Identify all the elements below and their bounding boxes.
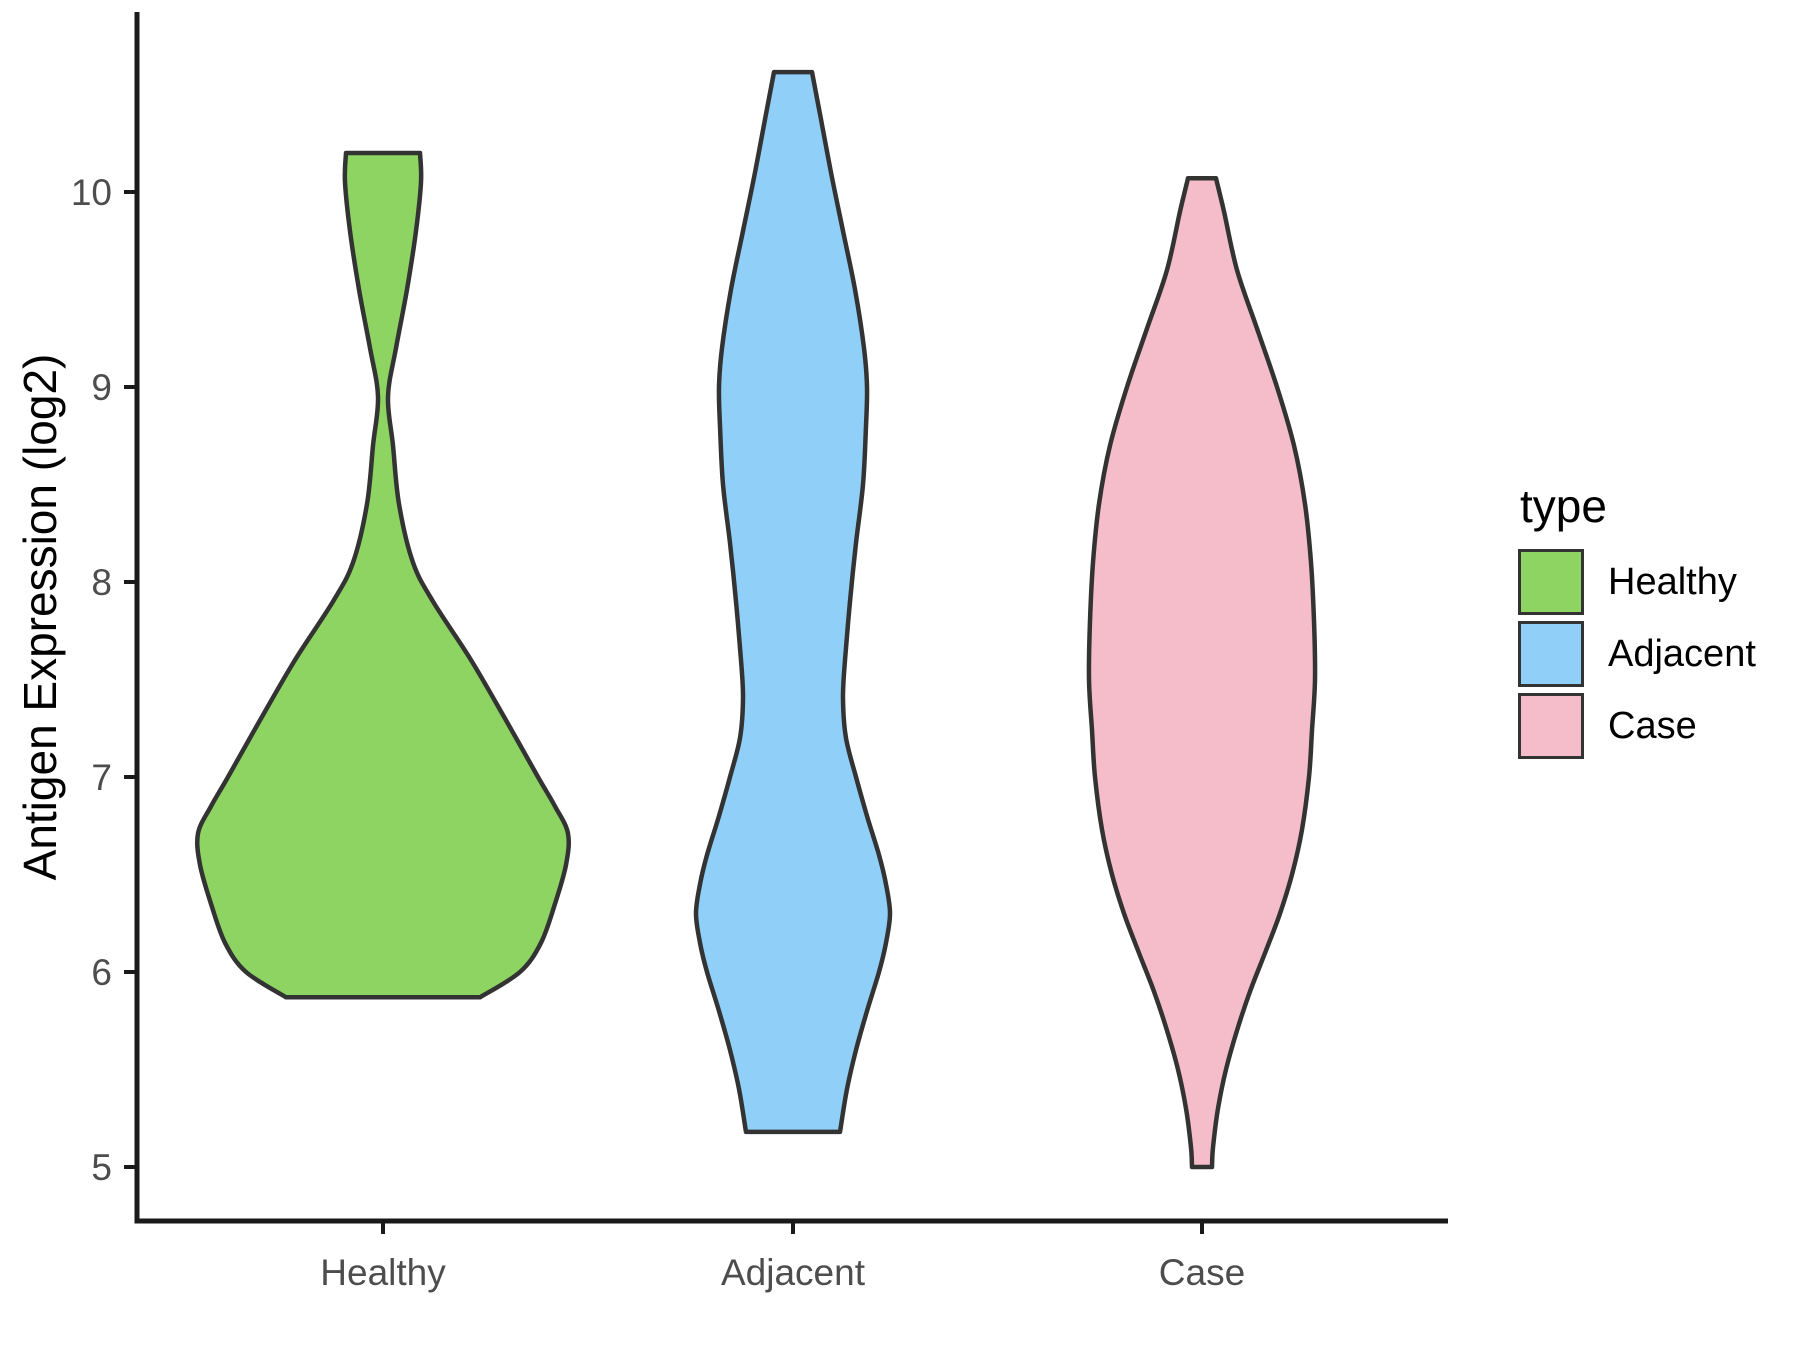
- x-tick-label-adjacent: Adjacent: [721, 1252, 866, 1293]
- violin-healthy: [194, 150, 572, 1000]
- legend-item-case: Case: [1518, 693, 1778, 759]
- legend-key-healthy-swatch: [1518, 549, 1584, 615]
- legend-item-adjacent: Adjacent: [1518, 621, 1778, 687]
- legend-label-healthy: Healthy: [1608, 560, 1737, 603]
- legend-key-case-swatch: [1518, 693, 1584, 759]
- legend-label-adjacent: Adjacent: [1608, 632, 1756, 675]
- legend-item-healthy: Healthy: [1518, 549, 1778, 615]
- x-tick-label-healthy: Healthy: [320, 1252, 446, 1293]
- y-tick-label-9: 9: [91, 367, 112, 408]
- legend-key-adjacent-swatch: [1518, 621, 1584, 687]
- violin-case: [1086, 176, 1318, 1170]
- x-tick-label-case: Case: [1159, 1252, 1245, 1293]
- y-tick-label-7: 7: [91, 757, 112, 798]
- legend-title: type: [1520, 480, 1607, 532]
- y-axis-title: Antigen Expression (log2): [14, 353, 66, 881]
- y-tick-label-6: 6: [91, 952, 112, 993]
- legend-label-case: Case: [1608, 704, 1697, 747]
- y-tick-label-10: 10: [71, 172, 112, 213]
- legend: type Healthy Adjacent Case: [1518, 483, 1778, 765]
- y-tick-label-8: 8: [91, 562, 112, 603]
- y-tick-label-5: 5: [91, 1147, 112, 1188]
- violin-adjacent: [693, 69, 893, 1135]
